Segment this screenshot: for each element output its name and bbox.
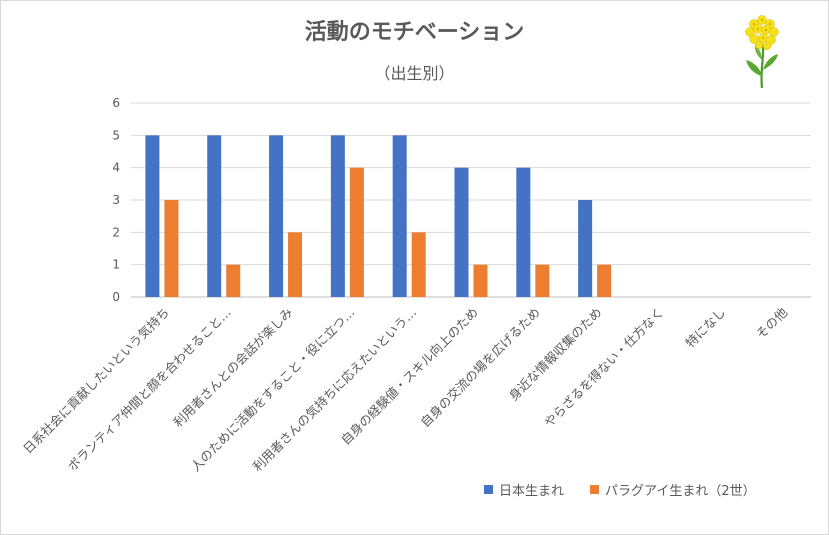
bar-series2 xyxy=(349,167,364,297)
legend-label-series2: パラグアイ生まれ（2世） xyxy=(605,484,756,499)
y-tick-label: 3 xyxy=(112,193,120,207)
bar-series1 xyxy=(207,135,222,297)
y-tick-label: 2 xyxy=(112,225,120,239)
bar-series1 xyxy=(269,135,284,297)
bar-series2 xyxy=(597,264,612,297)
chart-legend: 日本生まれ パラグアイ生まれ（2世） xyxy=(484,480,756,499)
x-tick-label: 特になし xyxy=(682,305,728,351)
bar-series2 xyxy=(226,264,241,297)
y-tick-label: 5 xyxy=(112,128,120,142)
x-tick-label: 自身の交流の場を広げるため xyxy=(417,305,543,431)
bar-series2 xyxy=(288,232,303,297)
bar-series1 xyxy=(330,135,345,297)
bar-series1 xyxy=(392,135,407,297)
bar-series1 xyxy=(578,200,593,297)
chart-subtitle: （出生別） xyxy=(374,64,455,83)
legend-swatch-series2 xyxy=(590,485,600,494)
x-tick-label: 利用者さんとの会話が楽しみ xyxy=(170,305,295,430)
bar-series1 xyxy=(145,135,160,297)
bar-series2 xyxy=(164,200,179,297)
bar-series2 xyxy=(535,264,550,297)
bar-series1 xyxy=(516,167,531,297)
bar-series2 xyxy=(411,232,426,297)
chart-title: 活動のモチベーション xyxy=(304,19,525,45)
y-tick-label: 4 xyxy=(112,161,120,175)
legend-item-series2: パラグアイ生まれ（2世） xyxy=(590,480,756,499)
legend-label-series1: 日本生まれ xyxy=(499,484,565,499)
y-tick-label: 1 xyxy=(112,258,120,272)
y-tick-label: 0 xyxy=(112,290,120,304)
bar-series2 xyxy=(473,264,488,297)
legend-swatch-series1 xyxy=(484,485,493,494)
legend-item-series1: 日本生まれ xyxy=(484,480,564,499)
y-tick-label: 6 xyxy=(112,96,120,110)
x-tick-label: やらざるを得ない・仕方なく xyxy=(541,305,667,431)
rapeseed-flower-icon xyxy=(745,15,779,89)
x-tick-label: その他 xyxy=(753,304,790,341)
bar-series1 xyxy=(454,167,469,297)
